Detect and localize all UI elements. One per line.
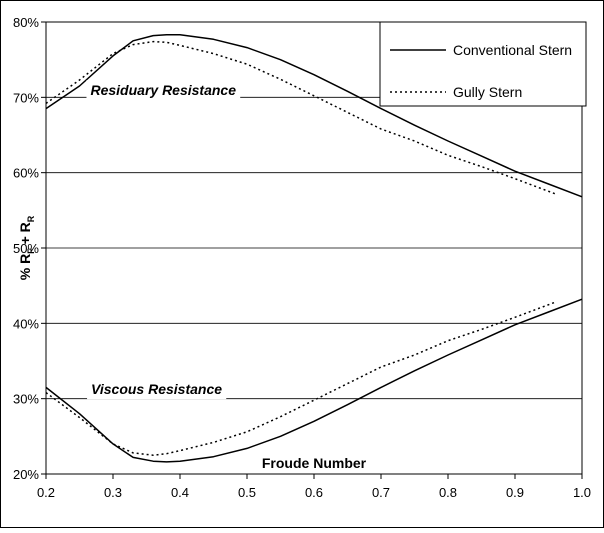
y-axis-label-main: % R (17, 254, 33, 280)
annotation-residuary-resistance: Residuary Resistance (90, 82, 236, 98)
annotation-background (87, 379, 227, 400)
x-tick-label: 0.5 (238, 485, 256, 500)
y-axis-label-plus: + R (17, 222, 33, 248)
x-tick-label: 0.4 (171, 485, 189, 500)
legend: Conventional Stern Gully Stern (379, 21, 587, 107)
series-lines (45, 34, 583, 463)
y-axis-label-sub-r: R (26, 215, 36, 222)
series-line-conventional-stern (45, 34, 583, 198)
legend-label-gully-stern: Gully Stern (453, 84, 522, 100)
x-tick-label: 1.0 (573, 485, 591, 500)
x-tick-label: 0.2 (37, 485, 55, 500)
y-tick-label: 40% (13, 316, 39, 331)
series-line-conventional-stern (45, 298, 583, 463)
y-axis-label: % RF + RR (17, 215, 36, 280)
y-tick-label: 80% (13, 15, 39, 30)
y-tick-label: 30% (13, 392, 39, 407)
annotation-background (86, 80, 241, 101)
x-axis-label-background (255, 453, 373, 473)
annotation-viscous-resistance: Viscous Resistance (91, 381, 222, 397)
y-axis-label-sub-f: F (26, 248, 36, 254)
x-tick-label: 0.8 (439, 485, 457, 500)
x-tick-label: 0.9 (506, 485, 524, 500)
y-tick-label: 20% (13, 467, 39, 482)
y-tick-label: 60% (13, 166, 39, 181)
x-tick-label: 0.3 (104, 485, 122, 500)
x-axis-label: Froude Number (262, 455, 367, 471)
legend-box (379, 21, 587, 107)
series-line-gully-stern (45, 40, 556, 195)
legend-label-conventional-stern: Conventional Stern (453, 42, 572, 58)
x-tick-label: 0.6 (305, 485, 323, 500)
axis-ticks: 20% 30% 40% 50% 60% 70% 80% 0.2 0.3 0.4 0.5 0.6 0.7 0… (13, 15, 591, 500)
y-tick-label: 70% (13, 90, 39, 105)
y-tick-label: 50% (13, 241, 39, 256)
series-line-gully-stern (45, 301, 556, 456)
x-tick-label: 0.7 (372, 485, 390, 500)
